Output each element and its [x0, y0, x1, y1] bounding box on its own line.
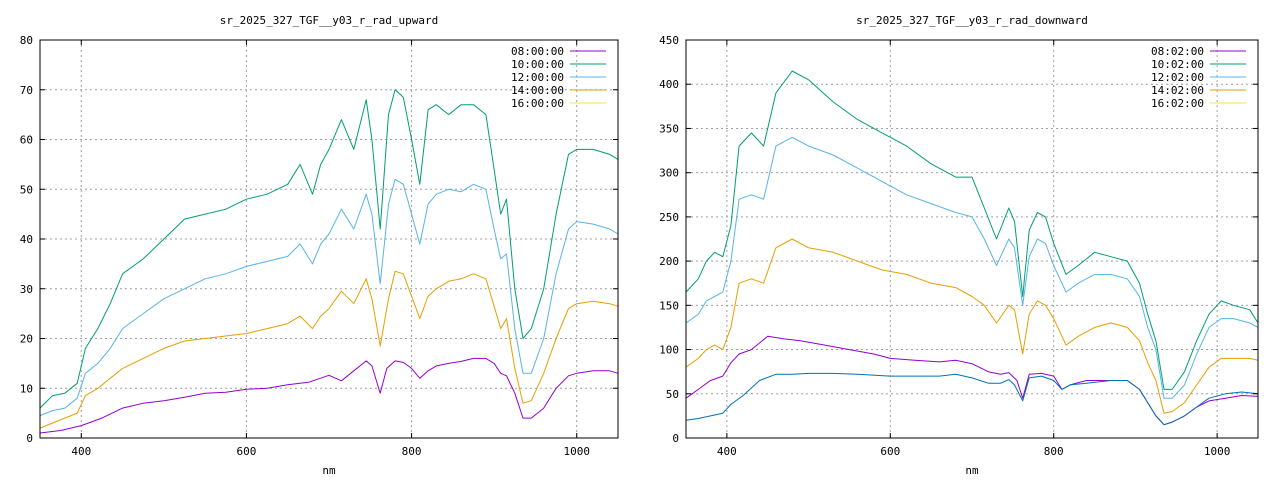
x-tick-label: 600: [880, 445, 900, 458]
y-tick-label: 450: [659, 34, 679, 47]
y-tick-label: 70: [20, 84, 33, 97]
x-axis-label: nm: [322, 464, 336, 477]
chart-panel-2: 0 50 100 150 200 250 300 350 400 450 400 600 800 1000…: [659, 14, 1259, 477]
series-line-3: [39, 178, 619, 417]
y-tick-label: 60: [20, 134, 33, 147]
chart-panel-1: 0 10 20 30 40 50 60 70 80 400 600 800 1000 sr_2025_32…: [20, 14, 619, 477]
series-line-4: [685, 238, 1259, 414]
x-tick-label: 1000: [1204, 445, 1231, 458]
y-tick-label: 150: [659, 299, 679, 312]
legend-label: 16:00:00: [511, 97, 564, 110]
y-tick-label: 250: [659, 211, 679, 224]
series-line-4: [39, 270, 619, 429]
y-tick-label: 100: [659, 344, 679, 357]
legend-label: 14:00:00: [511, 84, 564, 97]
x-tick-label: 800: [1044, 445, 1064, 458]
y-tick-label: 0: [672, 432, 679, 445]
x-axis-label: nm: [965, 464, 979, 477]
y-tick-label: 40: [20, 233, 33, 246]
series-line-3: [685, 136, 1259, 399]
plot-frame: [685, 39, 1259, 439]
x-tick-label: 800: [402, 445, 422, 458]
y-tick-label: 350: [659, 122, 679, 135]
series-line-2: [685, 70, 1259, 390]
legend-label: 10:02:00: [1151, 58, 1204, 71]
x-tick-label: 1000: [563, 445, 590, 458]
y-tick-label: 200: [659, 255, 679, 268]
legend-label: 08:00:00: [511, 45, 564, 58]
series-line-6: [685, 372, 1259, 426]
legend-label: 12:00:00: [511, 71, 564, 84]
chart-title: sr_2025_327_TGF__y03_r_rad_downward: [856, 14, 1088, 27]
y-tick-label: 50: [666, 388, 679, 401]
legend-label: 12:02:00: [1151, 71, 1204, 84]
series-line-2: [39, 89, 619, 409]
legend-label: 10:00:00: [511, 58, 564, 71]
legend-label: 16:02:00: [1151, 97, 1204, 110]
chart-title: sr_2025_327_TGF__y03_r_rad_upward: [220, 14, 439, 27]
y-tick-label: 300: [659, 167, 679, 180]
y-tick-label: 50: [20, 183, 33, 196]
legend-label: 14:02:00: [1151, 84, 1204, 97]
x-tick-label: 400: [71, 445, 91, 458]
series-line-1: [39, 357, 619, 434]
y-tick-label: 0: [26, 432, 33, 445]
legend-label: 08:02:00: [1151, 45, 1204, 58]
y-tick-label: 80: [20, 34, 33, 47]
y-tick-label: 10: [20, 382, 33, 395]
y-tick-label: 30: [20, 283, 33, 296]
y-tick-label: 400: [659, 78, 679, 91]
y-tick-label: 20: [20, 333, 33, 346]
x-tick-label: 400: [717, 445, 737, 458]
x-tick-label: 600: [236, 445, 256, 458]
